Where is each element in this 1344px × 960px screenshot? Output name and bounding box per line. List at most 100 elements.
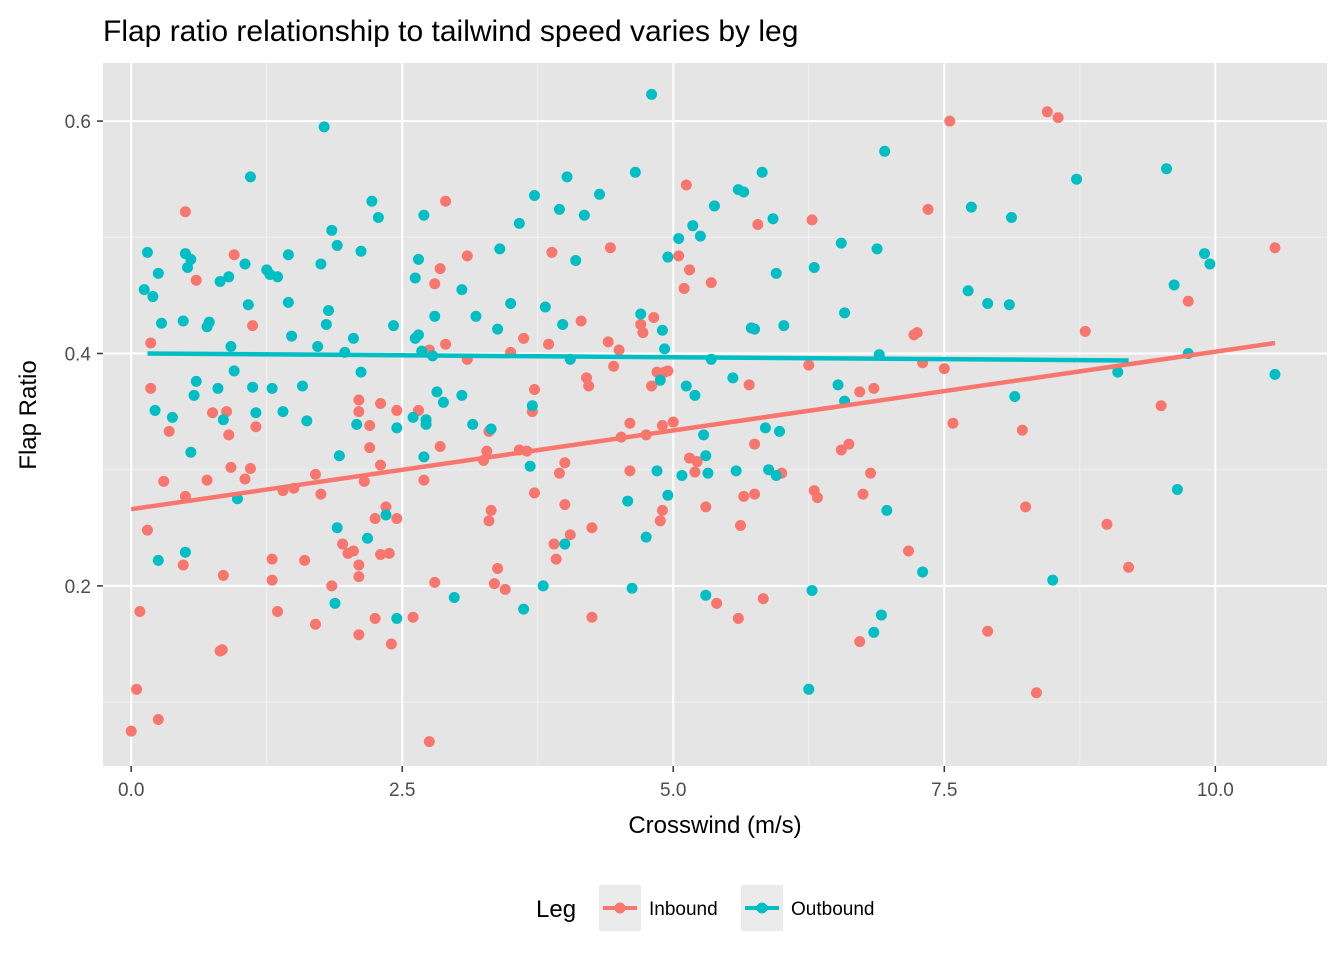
point-inbound (689, 466, 701, 478)
point-inbound (749, 488, 761, 500)
point-inbound (434, 440, 446, 452)
point-outbound (326, 224, 338, 236)
point-outbound (1168, 279, 1180, 291)
point-outbound (835, 237, 847, 249)
point-inbound (646, 380, 658, 392)
point-inbound (429, 576, 441, 588)
point-inbound (662, 365, 674, 377)
point-outbound (407, 411, 419, 423)
point-inbound (369, 512, 381, 524)
point-outbound (431, 386, 443, 398)
point-inbound (528, 384, 540, 396)
point-outbound (418, 209, 430, 221)
point-inbound (375, 397, 387, 409)
point-inbound (309, 618, 321, 630)
legend-item-inbound: Inbound (599, 885, 718, 931)
point-inbound (559, 499, 571, 511)
point-inbound (553, 467, 565, 479)
legend-label-inbound: Inbound (649, 899, 718, 920)
point-inbound (613, 344, 625, 356)
point-outbound (380, 509, 392, 521)
point-outbound (662, 251, 674, 263)
point-inbound (134, 605, 146, 617)
point-inbound (337, 538, 349, 550)
point-outbound (355, 245, 367, 257)
point-inbound (656, 420, 668, 432)
x-tick-label: 5.0 (660, 780, 686, 801)
point-inbound (528, 487, 540, 499)
point-outbound (147, 291, 159, 303)
point-inbound (648, 311, 660, 323)
point-outbound (138, 284, 150, 296)
point-inbound (865, 467, 877, 479)
point-inbound (575, 315, 587, 327)
point-outbound (868, 626, 880, 638)
point-outbound (225, 341, 237, 353)
point-outbound (673, 232, 685, 244)
point-outbound (879, 145, 891, 157)
point-outbound (539, 301, 551, 313)
point-outbound (1112, 366, 1124, 378)
point-outbound (214, 275, 226, 287)
point-inbound (806, 214, 818, 226)
point-outbound (1171, 483, 1183, 495)
point-outbound (832, 379, 844, 391)
point-outbound (418, 451, 430, 463)
point-inbound (499, 583, 511, 595)
point-inbound (266, 574, 278, 586)
point-outbound (247, 381, 259, 393)
point-inbound (326, 580, 338, 592)
point-inbound (250, 421, 262, 433)
point-inbound (163, 425, 175, 437)
point-inbound (947, 417, 959, 429)
point-inbound (353, 406, 365, 418)
point-outbound (494, 243, 506, 255)
y-tick-label: 0.2 (65, 577, 91, 598)
point-inbound (868, 382, 880, 394)
point-inbound (1020, 501, 1032, 513)
point-outbound (774, 425, 786, 437)
point-inbound (353, 559, 365, 571)
point-outbound (437, 396, 449, 408)
point-outbound (917, 566, 929, 578)
point-inbound (347, 545, 359, 557)
point-outbound (318, 121, 330, 133)
point-outbound (329, 597, 341, 609)
point-outbound (217, 414, 229, 426)
point-outbound (347, 332, 359, 344)
point-inbound (705, 277, 717, 289)
legend-label-outbound: Outbound (791, 899, 874, 920)
point-inbound (434, 263, 446, 275)
point-outbound (537, 580, 549, 592)
point-inbound (548, 538, 560, 550)
point-outbound (470, 310, 482, 322)
point-outbound (659, 343, 671, 355)
point-outbound (553, 203, 565, 215)
point-inbound (423, 736, 435, 748)
point-outbound (467, 418, 479, 430)
point-inbound (216, 644, 228, 656)
point-outbound (250, 407, 262, 419)
point-outbound (767, 213, 779, 225)
point-outbound (188, 389, 200, 401)
point-inbound (1269, 242, 1281, 254)
point-outbound (282, 249, 294, 261)
point-inbound (732, 612, 744, 624)
point-inbound (266, 553, 278, 565)
point-outbound (570, 255, 582, 267)
point-outbound (388, 320, 400, 332)
point-outbound (391, 612, 403, 624)
point-outbound (505, 298, 517, 310)
point-inbound (315, 488, 327, 500)
x-axis-title: Crosswind (m/s) (628, 812, 801, 839)
point-inbound (602, 336, 614, 348)
point-outbound (203, 316, 215, 328)
point-inbound (654, 515, 666, 527)
point-outbound (331, 522, 343, 534)
point-inbound (803, 359, 815, 371)
legend: Leg Inbound Outbound (536, 885, 874, 931)
point-outbound (756, 166, 768, 178)
point-inbound (225, 461, 237, 473)
point-outbound (152, 554, 164, 566)
point-inbound (543, 338, 555, 350)
